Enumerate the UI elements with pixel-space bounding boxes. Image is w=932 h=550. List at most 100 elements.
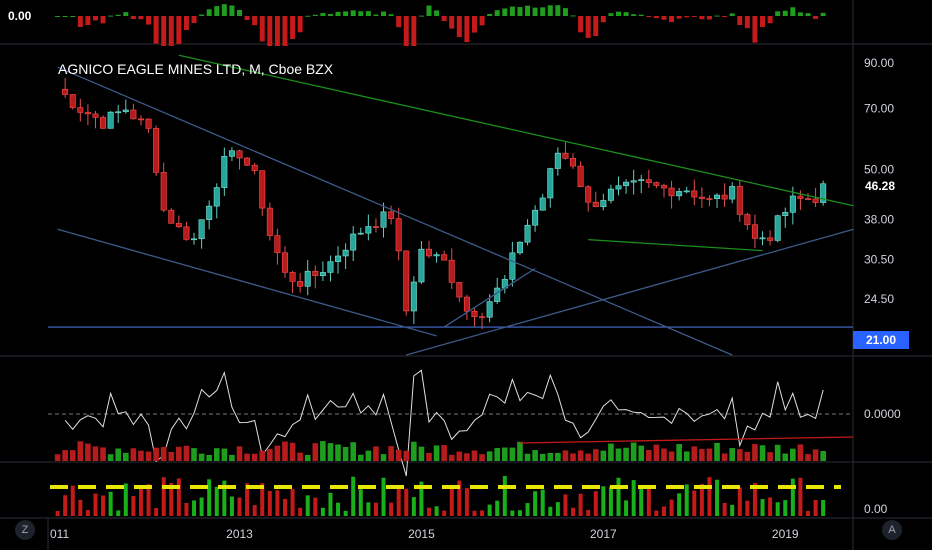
volume-bar: [85, 509, 90, 516]
candle: [456, 282, 463, 298]
candle: [244, 157, 251, 166]
candle: [600, 200, 607, 208]
candle: [418, 248, 425, 283]
volume-bar: [540, 489, 545, 516]
histogram-bar: [418, 15, 424, 17]
volume-bar: [411, 441, 417, 461]
volume-bar: [289, 442, 296, 461]
volume-bar: [646, 449, 652, 461]
volume-bar: [93, 493, 98, 516]
bottom-volume-bars: [55, 476, 826, 516]
candle: [532, 209, 539, 226]
histogram-bar: [403, 16, 409, 46]
blue-trendline: [57, 66, 733, 356]
volume-bar: [282, 498, 287, 516]
volume-bar: [328, 492, 333, 516]
volume-bar: [798, 477, 803, 516]
volume-bar: [547, 452, 554, 461]
candle: [403, 250, 410, 312]
histogram-bar: [608, 13, 614, 16]
volume-bar: [297, 452, 303, 461]
volume-bar: [820, 451, 826, 461]
histogram-bar: [479, 16, 485, 26]
volume-bar: [183, 445, 190, 461]
candle: [251, 164, 258, 171]
zoom-reset-button[interactable]: Z: [15, 520, 35, 540]
volume-bar: [668, 451, 675, 461]
y-tick-label: 30.50: [864, 252, 894, 266]
volume-bar: [797, 444, 804, 461]
volume-bar: [130, 448, 137, 461]
histogram-bar: [691, 16, 697, 17]
volume-bar: [555, 502, 560, 516]
volume-bar: [145, 451, 152, 461]
candle: [312, 270, 319, 276]
volume-bar: [100, 447, 106, 461]
histogram-bar: [77, 16, 83, 27]
candle: [585, 186, 592, 203]
histogram-bar: [312, 14, 318, 16]
candle: [698, 196, 705, 199]
volume-bar: [509, 447, 516, 461]
candle: [570, 158, 577, 167]
volume-bar: [715, 479, 720, 516]
volume-bar: [495, 500, 500, 516]
histogram-bar: [335, 11, 341, 16]
histogram-bar: [456, 16, 462, 38]
candle: [623, 181, 630, 187]
histogram-bar: [153, 16, 159, 44]
volume-bar: [593, 491, 598, 516]
histogram-bar: [138, 16, 144, 20]
candle: [509, 252, 516, 280]
volume-bar: [169, 483, 174, 516]
histogram-bar: [706, 16, 712, 20]
histogram-bar: [782, 10, 788, 16]
histogram-bar: [191, 16, 197, 24]
histogram-bar: [411, 16, 417, 46]
histogram-bar: [388, 14, 394, 16]
volume-bar: [464, 453, 470, 461]
volume-bar: [358, 489, 363, 516]
volume-bar: [342, 447, 349, 461]
histogram-bar: [183, 16, 189, 30]
histogram-bar: [267, 16, 273, 46]
candle: [463, 296, 470, 312]
candle: [448, 259, 455, 283]
oscillator-trendline: [519, 436, 854, 444]
volume-bar: [760, 499, 765, 516]
volume-bar: [730, 504, 735, 516]
histogram-bar: [623, 12, 629, 16]
candle: [62, 88, 69, 95]
candle: [115, 111, 122, 114]
volume-bar: [206, 454, 212, 461]
histogram-bar: [600, 16, 606, 23]
volume-bar: [654, 510, 659, 516]
volume-bar: [419, 481, 424, 516]
volume-bar: [108, 491, 113, 516]
candle: [736, 186, 743, 215]
histogram-bar: [274, 16, 280, 46]
volume-bar: [153, 447, 159, 461]
candle: [175, 223, 182, 228]
volume-bar: [55, 510, 60, 516]
histogram-bar: [100, 16, 106, 24]
volume-bar: [684, 484, 689, 516]
volume-bar: [768, 497, 773, 516]
histogram-bar: [282, 16, 288, 46]
histogram-bar: [252, 16, 258, 26]
auto-scale-button[interactable]: A: [882, 520, 902, 540]
volume-bar: [274, 445, 281, 461]
volume-bar: [426, 452, 432, 461]
volume-bar: [661, 506, 666, 516]
volume-bar: [411, 497, 416, 516]
volume-bar: [782, 453, 789, 461]
oscillator-line: [64, 369, 824, 477]
histogram-bar: [684, 16, 690, 18]
x-tick-label: 011: [50, 527, 69, 541]
histogram-bar: [797, 12, 803, 16]
volume-bar: [502, 476, 507, 516]
volume-bar: [646, 486, 651, 516]
candle: [744, 214, 751, 226]
candle: [372, 226, 379, 228]
